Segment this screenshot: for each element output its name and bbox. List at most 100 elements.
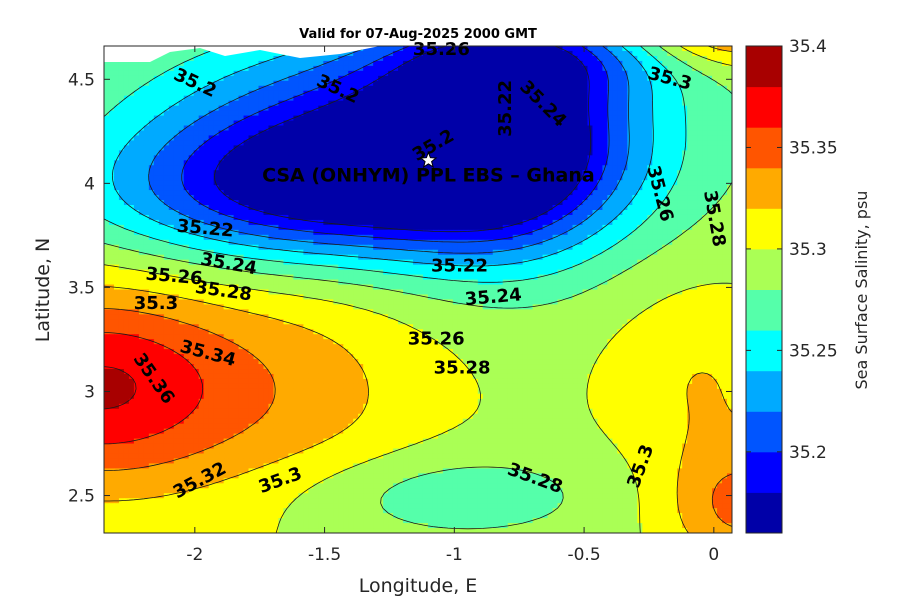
contour-fill-cell (188, 125, 195, 132)
contour-fill-cell (173, 110, 180, 117)
contour-fill-cell (592, 205, 599, 211)
contour-fill-cell (572, 140, 579, 146)
contour-fill-cell (472, 60, 479, 67)
contour-fill-cell (413, 85, 419, 92)
contour-fill-cell (727, 205, 732, 211)
contour-fill-cell (677, 209, 683, 216)
contour-fill-cell (482, 105, 489, 112)
contour-fill-cell (502, 140, 509, 146)
contour-fill-cell (442, 195, 449, 201)
contour-fill-cell (697, 50, 703, 57)
contour-fill-cell (133, 234, 140, 241)
contour-fill-cell (383, 239, 389, 246)
contour-fill-cell (328, 229, 334, 236)
contour-fill-cell (358, 180, 364, 186)
contour-fill-cell (298, 55, 304, 62)
contour-fill-cell (278, 80, 285, 87)
contour-fill-cell (527, 65, 534, 72)
contour-fill-cell (582, 185, 589, 191)
contour-fill-cell (318, 75, 324, 82)
contour-fill-cell (138, 234, 145, 241)
contour-fill-cell (403, 190, 409, 196)
contour-fill-cell (602, 229, 608, 236)
contour-fill-cell (437, 115, 444, 122)
contour-fill-cell (432, 80, 439, 87)
contour-fill-cell (418, 65, 424, 72)
contour-fill-cell (168, 214, 175, 221)
contour-fill-cell (462, 229, 469, 236)
contour-fill-cell (104, 214, 110, 221)
contour-fill-cell (328, 65, 334, 72)
contour-fill-cell (398, 190, 404, 196)
contour-fill-cell (532, 135, 539, 142)
contour-fill-cell (542, 85, 549, 92)
contour-fill-cell (547, 165, 554, 171)
contour-fill-cell (383, 120, 389, 127)
contour-fill-cell (163, 50, 170, 57)
contour-fill-cell (482, 135, 489, 142)
contour-fill-cell (632, 105, 638, 112)
contour-fill-cell (328, 125, 334, 132)
contour-fill-cell (328, 175, 334, 181)
contour-fill-cell (642, 165, 648, 171)
contour-fill-cell (697, 224, 703, 231)
contour-fill-cell (283, 190, 290, 196)
contour-fill-cell (427, 120, 434, 127)
contour-fill-cell (717, 95, 723, 102)
contour-fill-cell (707, 145, 713, 151)
contour-fill-cell (263, 160, 270, 166)
contour-fill-cell (507, 70, 514, 77)
contour-fill-cell (722, 185, 728, 191)
contour-fill-cell (303, 70, 309, 77)
contour-fill-cell (293, 209, 299, 216)
contour-fill-cell (193, 145, 200, 151)
contour-fill-cell (418, 100, 424, 107)
contour-fill-cell (557, 190, 564, 196)
contour-fill-cell (682, 120, 688, 127)
contour-fill-cell (168, 120, 175, 127)
contour-fill-cell (707, 209, 713, 216)
contour-fill-cell (408, 224, 414, 231)
contour-fill-cell (437, 155, 444, 161)
contour-fill-cell (677, 160, 683, 166)
contour-fill-cell (672, 120, 678, 127)
contour-fill-cell (153, 130, 160, 137)
contour-fill-cell (682, 229, 688, 236)
contour-fill-cell (363, 209, 369, 216)
contour-fill-cell (657, 175, 663, 181)
contour-fill-cell (702, 175, 708, 181)
contour-fill-cell (273, 150, 280, 156)
contour-fill-cell (477, 105, 484, 112)
contour-fill-cell (318, 209, 324, 216)
contour-fill-cell (233, 70, 240, 77)
contour-fill-cell (123, 219, 130, 226)
contour-fill-cell (542, 205, 549, 211)
contour-fill-cell (472, 145, 479, 151)
contour-fill-cell (517, 75, 524, 82)
contour-fill-cell (108, 160, 115, 166)
contour-fill-cell (148, 175, 155, 181)
contour-fill-cell (667, 229, 673, 236)
contour-fill-cell (228, 65, 235, 72)
contour-fill-cell (203, 100, 210, 107)
contour-fill-cell (388, 205, 394, 211)
contour-fill-cell (333, 209, 339, 216)
contour-fill-cell (562, 85, 569, 92)
contour-fill-cell (393, 95, 399, 102)
contour-fill-cell (143, 150, 150, 156)
contour-fill-cell (148, 180, 155, 186)
contour-fill-cell (582, 180, 589, 186)
contour-fill-cell (597, 55, 604, 62)
contour-fill-cell (213, 180, 220, 186)
contour-fill-cell (283, 150, 290, 156)
contour-fill-cell (138, 175, 145, 181)
contour-fill-cell (517, 190, 524, 196)
contour-fill-cell (547, 185, 554, 191)
contour-fill-cell (682, 214, 688, 221)
contour-fill-cell (223, 229, 230, 236)
contour-fill-cell (442, 170, 449, 176)
contour-fill-cell (647, 165, 653, 171)
contour-fill-cell (442, 239, 449, 246)
contour-fill-cell (542, 95, 549, 102)
contour-fill-cell (248, 185, 255, 191)
